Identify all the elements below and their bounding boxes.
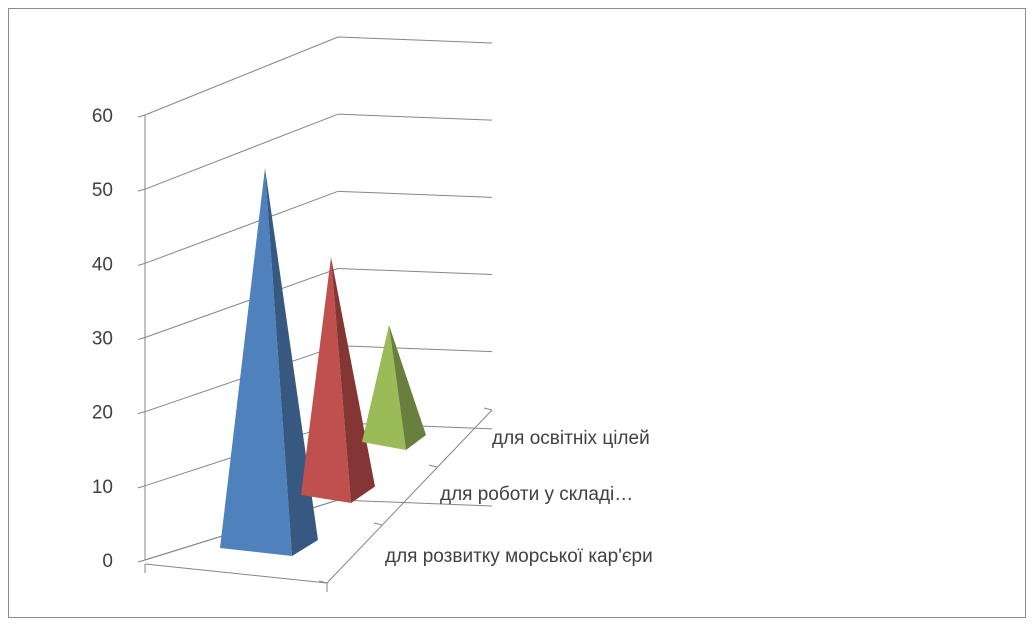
y-tick-label-20: 20 bbox=[92, 403, 113, 424]
depth-axis-line bbox=[326, 409, 493, 584]
gridline-side-30 bbox=[144, 268, 339, 338]
gridline-back-30 bbox=[337, 268, 493, 275]
depth-tick-mark bbox=[373, 522, 383, 526]
y-tick-mark bbox=[137, 337, 146, 340]
depth-tick-mark bbox=[428, 464, 438, 468]
y-tick-label-40: 40 bbox=[92, 254, 113, 275]
y-tick-label-50: 50 bbox=[92, 180, 113, 201]
chart-frame bbox=[8, 8, 1026, 618]
y-tick-label-10: 10 bbox=[92, 477, 113, 498]
category-label-3: для освітніх цілей bbox=[492, 428, 650, 449]
pyramids bbox=[220, 168, 426, 556]
gridline-side-50 bbox=[144, 113, 339, 190]
gridline-back-50 bbox=[337, 113, 493, 121]
y-tick-label-60: 60 bbox=[92, 106, 113, 127]
y-tick-mark bbox=[137, 262, 146, 266]
y-tick-label-30: 30 bbox=[92, 329, 113, 350]
y-tick-mark bbox=[137, 559, 146, 563]
category-label-1: для розвитку морської кар'єри bbox=[385, 546, 653, 567]
gridline-back-20 bbox=[337, 345, 493, 353]
labels: 0 10 20 30 40 50 60 для розвитку морської кар'є… bbox=[92, 106, 653, 572]
pyramid-face-side bbox=[389, 325, 426, 450]
gridline-side-40 bbox=[144, 190, 339, 264]
gridline-back-0 bbox=[337, 499, 493, 507]
pyramid-3 bbox=[362, 325, 426, 450]
depth-tick-mark bbox=[483, 407, 493, 411]
pyramid-face-side bbox=[265, 168, 318, 556]
pyramid-face-front bbox=[220, 168, 292, 556]
y-tick-label-0: 0 bbox=[102, 551, 113, 572]
pyramid-2 bbox=[301, 257, 375, 503]
gridline-back-40 bbox=[337, 190, 493, 198]
category-label-2: для роботи у складі… bbox=[440, 484, 633, 505]
floor-front-edge bbox=[144, 563, 328, 584]
pyramid-face-front bbox=[362, 325, 406, 450]
gridline-back-60 bbox=[337, 36, 493, 44]
y-tick-mark bbox=[137, 411, 146, 415]
pyramid-face-front bbox=[301, 257, 351, 503]
gridline-side-60 bbox=[144, 36, 339, 116]
pyramid-1 bbox=[220, 168, 318, 556]
y-tick-mark bbox=[137, 485, 146, 489]
y-tick-mark bbox=[137, 188, 146, 192]
depth-tick-mark bbox=[318, 580, 328, 584]
y-tick-mark bbox=[137, 114, 146, 118]
